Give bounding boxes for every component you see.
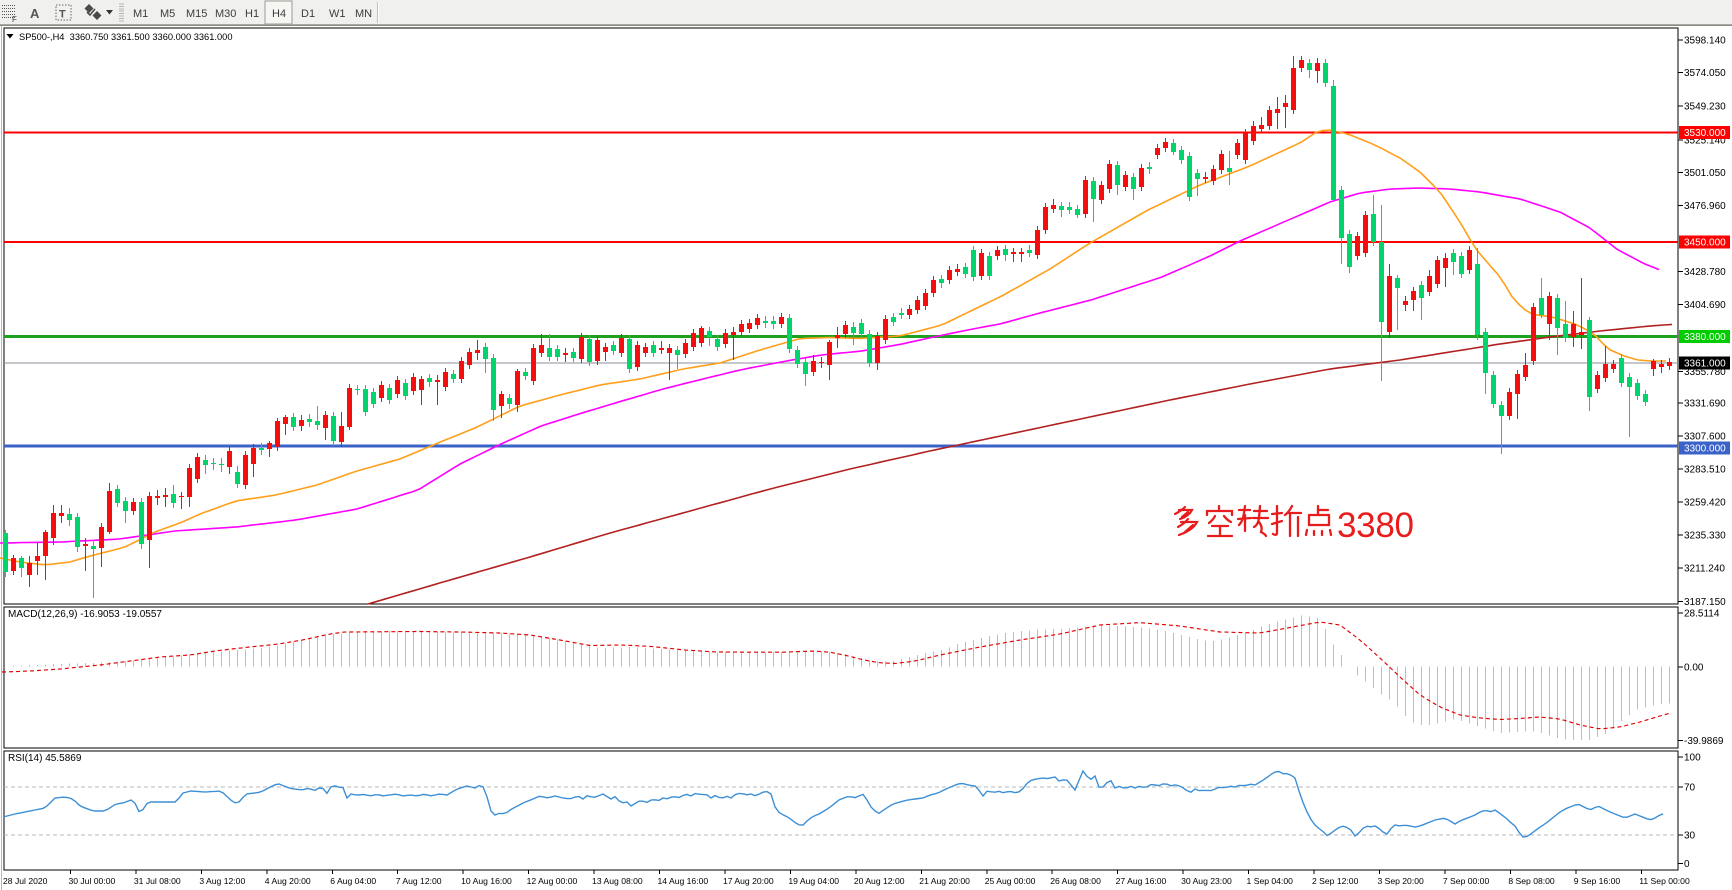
svg-text:T: T (59, 9, 66, 21)
svg-text:M5: M5 (160, 8, 175, 20)
svg-text:7 Sep 00:00: 7 Sep 00:00 (1443, 876, 1490, 886)
svg-text:2 Sep 12:00: 2 Sep 12:00 (1312, 876, 1359, 886)
svg-text:H4: H4 (272, 8, 286, 20)
svg-text:14 Aug 16:00: 14 Aug 16:00 (658, 876, 709, 886)
svg-text:3450.000: 3450.000 (1684, 238, 1726, 249)
svg-text:M30: M30 (215, 8, 236, 20)
svg-text:H1: H1 (245, 8, 259, 20)
svg-text:10 Aug 16:00: 10 Aug 16:00 (461, 876, 512, 886)
svg-text:27 Aug 16:00: 27 Aug 16:00 (1116, 876, 1167, 886)
svg-text:30 Jul 00:00: 30 Jul 00:00 (68, 876, 115, 886)
svg-text:28 Jul 2020: 28 Jul 2020 (3, 876, 48, 886)
svg-text:31 Jul 08:00: 31 Jul 08:00 (134, 876, 181, 886)
svg-text:M1: M1 (133, 8, 148, 20)
svg-text:21 Aug 20:00: 21 Aug 20:00 (919, 876, 970, 886)
svg-text:D1: D1 (301, 8, 315, 20)
svg-text:3211.240: 3211.240 (1684, 564, 1725, 575)
svg-text:30 Aug 23:00: 30 Aug 23:00 (1181, 876, 1232, 886)
svg-text:11 Sep 00:00: 11 Sep 00:00 (1639, 876, 1690, 886)
svg-text:3 Sep 20:00: 3 Sep 20:00 (1377, 876, 1424, 886)
svg-text:20 Aug 12:00: 20 Aug 12:00 (854, 876, 905, 886)
svg-text:9 Sep 16:00: 9 Sep 16:00 (1574, 876, 1621, 886)
svg-text:MACD(12,26,9) -16.9053 -19.055: MACD(12,26,9) -16.9053 -19.0557 (8, 609, 162, 620)
svg-text:3380.000: 3380.000 (1684, 332, 1726, 343)
svg-text:MN: MN (355, 8, 372, 20)
svg-text:17 Aug 20:00: 17 Aug 20:00 (723, 876, 774, 886)
svg-text:1 Sep 04:00: 1 Sep 04:00 (1247, 876, 1294, 886)
svg-text:3525.140: 3525.140 (1684, 136, 1726, 147)
svg-text:3 Aug 12:00: 3 Aug 12:00 (199, 876, 245, 886)
svg-text:0.00: 0.00 (1684, 663, 1704, 674)
svg-text:3549.230: 3549.230 (1684, 102, 1726, 113)
svg-text:3380: 3380 (1337, 506, 1414, 545)
svg-text:8 Sep 08:00: 8 Sep 08:00 (1508, 876, 1555, 886)
svg-text:3404.690: 3404.690 (1684, 300, 1726, 311)
svg-text:4 Aug 20:00: 4 Aug 20:00 (265, 876, 311, 886)
svg-text:3307.600: 3307.600 (1684, 432, 1726, 443)
svg-text:3235.330: 3235.330 (1684, 531, 1726, 542)
svg-text:F: F (12, 15, 17, 24)
svg-text:3355.780: 3355.780 (1684, 367, 1726, 378)
svg-text:3476.960: 3476.960 (1684, 201, 1726, 212)
svg-text:28.5114: 28.5114 (1684, 609, 1720, 620)
svg-text:30: 30 (1684, 831, 1696, 842)
svg-text:3574.050: 3574.050 (1684, 68, 1726, 79)
svg-text:26 Aug 08:00: 26 Aug 08:00 (1050, 876, 1101, 886)
svg-text:12 Aug 00:00: 12 Aug 00:00 (527, 876, 578, 886)
svg-text:3187.150: 3187.150 (1684, 597, 1726, 608)
svg-text:3283.510: 3283.510 (1684, 465, 1726, 476)
svg-text:19 Aug 04:00: 19 Aug 04:00 (788, 876, 839, 886)
svg-text:6 Aug 04:00: 6 Aug 04:00 (330, 876, 376, 886)
svg-text:3361.000: 3361.000 (1684, 359, 1726, 370)
svg-text:100: 100 (1684, 753, 1701, 764)
svg-text:SP500-,H4 3360.750 3361.500 3: SP500-,H4 3360.750 3361.500 3360.000 336… (19, 32, 233, 42)
svg-text:-39.9869: -39.9869 (1684, 736, 1724, 747)
svg-text:3501.050: 3501.050 (1684, 168, 1726, 179)
svg-text:70: 70 (1684, 783, 1696, 794)
svg-text:3530.000: 3530.000 (1684, 128, 1726, 139)
svg-text:A: A (30, 6, 40, 21)
svg-text:3331.690: 3331.690 (1684, 399, 1726, 410)
svg-text:3428.780: 3428.780 (1684, 267, 1726, 278)
svg-text:7 Aug 12:00: 7 Aug 12:00 (396, 876, 442, 886)
svg-text:25 Aug 00:00: 25 Aug 00:00 (985, 876, 1036, 886)
svg-text:M15: M15 (186, 8, 207, 20)
svg-text:3259.420: 3259.420 (1684, 498, 1726, 509)
svg-text:3300.000: 3300.000 (1684, 444, 1726, 455)
svg-text:13 Aug 08:00: 13 Aug 08:00 (592, 876, 643, 886)
svg-text:RSI(14) 45.5869: RSI(14) 45.5869 (8, 753, 82, 764)
svg-text:W1: W1 (329, 8, 346, 20)
svg-text:3598.140: 3598.140 (1684, 35, 1726, 46)
svg-text:0: 0 (1684, 859, 1690, 870)
